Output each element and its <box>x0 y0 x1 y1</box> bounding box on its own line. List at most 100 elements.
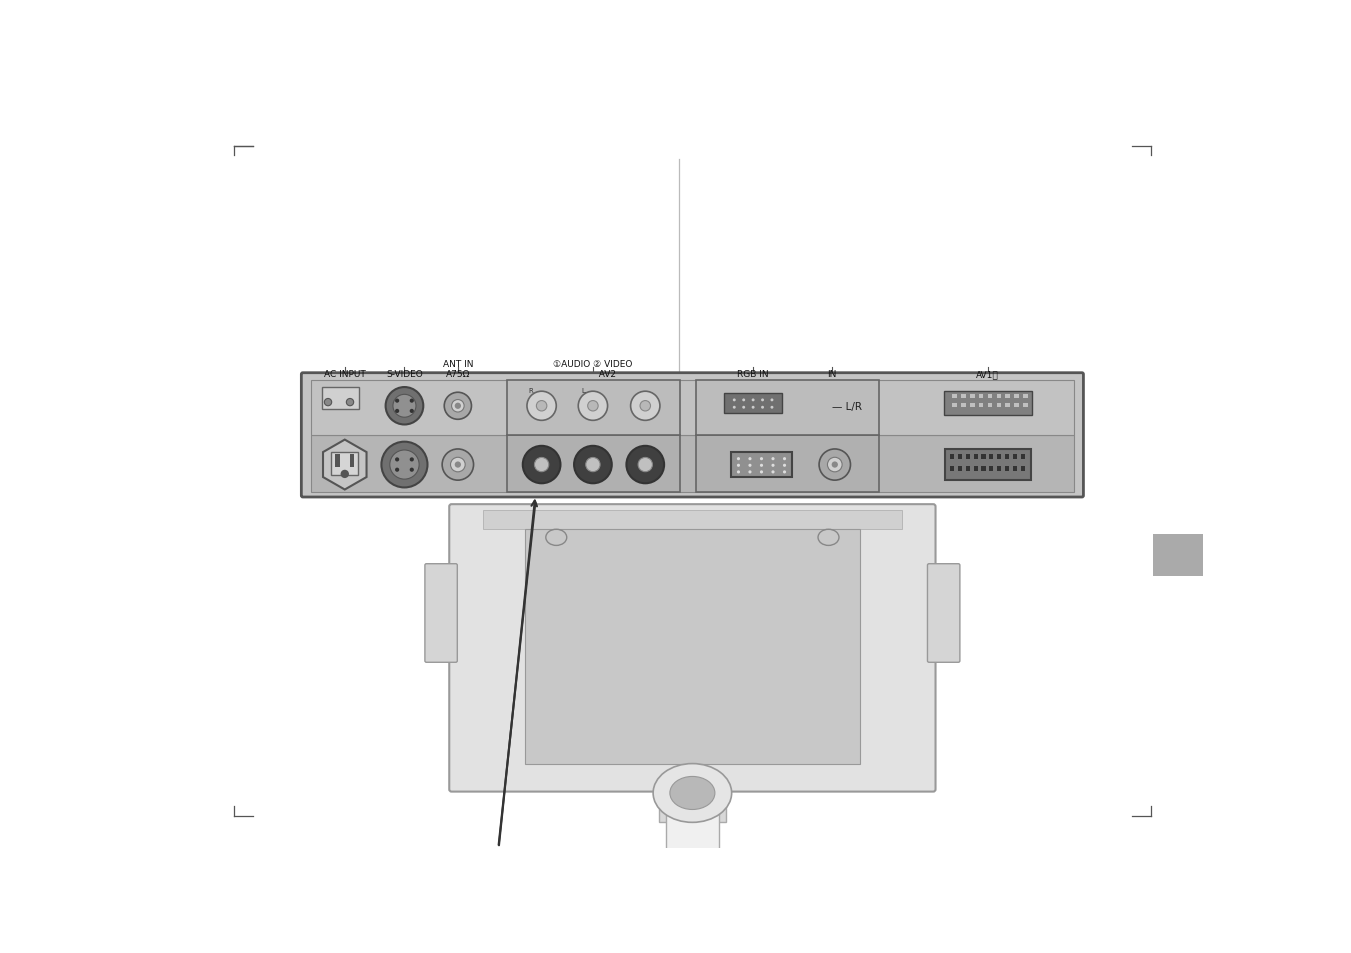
Bar <box>1023 395 1028 399</box>
Circle shape <box>732 406 736 409</box>
FancyBboxPatch shape <box>592 872 793 900</box>
Circle shape <box>771 471 774 474</box>
Bar <box>950 455 954 460</box>
Circle shape <box>736 471 740 474</box>
Circle shape <box>819 450 851 480</box>
Bar <box>997 467 1001 472</box>
Circle shape <box>761 399 765 402</box>
Ellipse shape <box>653 763 732 822</box>
Bar <box>952 395 957 399</box>
Circle shape <box>409 410 413 414</box>
Circle shape <box>742 406 746 409</box>
FancyBboxPatch shape <box>928 564 959 662</box>
Bar <box>524 529 861 763</box>
Bar <box>952 403 957 408</box>
Text: — L/R: — L/R <box>832 401 862 412</box>
Bar <box>988 395 993 399</box>
Bar <box>997 403 1001 408</box>
Circle shape <box>444 393 471 420</box>
Circle shape <box>759 471 763 474</box>
Text: S-VIDEO: S-VIDEO <box>386 370 423 378</box>
Circle shape <box>736 464 740 467</box>
Bar <box>974 467 978 472</box>
Bar <box>696 381 878 436</box>
Circle shape <box>409 468 413 473</box>
Bar <box>966 467 970 472</box>
Circle shape <box>784 471 786 474</box>
Circle shape <box>784 464 786 467</box>
Circle shape <box>409 457 413 462</box>
Bar <box>974 455 978 460</box>
Text: ①AUDIO ② VIDEO
          AV2: ①AUDIO ② VIDEO AV2 <box>553 359 632 378</box>
Ellipse shape <box>670 777 715 810</box>
Bar <box>666 812 719 874</box>
Circle shape <box>578 392 608 421</box>
Circle shape <box>748 464 751 467</box>
Bar <box>958 467 962 472</box>
Bar <box>731 453 792 477</box>
Bar <box>978 395 984 399</box>
Bar <box>1005 467 1009 472</box>
Bar <box>484 511 902 529</box>
Bar <box>997 395 1001 399</box>
Bar <box>1020 467 1025 472</box>
FancyBboxPatch shape <box>450 505 935 792</box>
Bar <box>981 455 985 460</box>
Circle shape <box>451 400 465 413</box>
Bar <box>350 455 354 467</box>
Circle shape <box>450 457 465 473</box>
Bar <box>970 403 974 408</box>
Circle shape <box>536 401 547 412</box>
Circle shape <box>346 399 354 406</box>
Circle shape <box>442 450 474 480</box>
Bar <box>724 394 782 414</box>
Circle shape <box>784 457 786 460</box>
Circle shape <box>394 399 399 403</box>
Bar <box>1013 467 1017 472</box>
Circle shape <box>385 388 423 425</box>
Circle shape <box>340 470 349 478</box>
Circle shape <box>381 442 427 488</box>
Circle shape <box>586 458 600 472</box>
Circle shape <box>455 462 461 468</box>
Circle shape <box>742 399 746 402</box>
Bar <box>944 450 1031 480</box>
Circle shape <box>535 458 549 472</box>
Circle shape <box>324 399 332 406</box>
Circle shape <box>394 410 399 414</box>
Bar <box>1015 395 1019 399</box>
Circle shape <box>394 457 399 462</box>
Circle shape <box>394 468 399 473</box>
Circle shape <box>638 458 653 472</box>
Circle shape <box>748 471 751 474</box>
Circle shape <box>832 462 838 468</box>
Bar <box>1013 455 1017 460</box>
Text: IN: IN <box>827 370 836 378</box>
Bar <box>659 782 725 822</box>
Circle shape <box>827 457 842 473</box>
Bar <box>958 455 962 460</box>
Bar <box>311 436 1074 493</box>
Bar <box>997 455 1001 460</box>
Bar <box>943 392 1032 416</box>
Bar <box>978 403 984 408</box>
Text: L: L <box>581 387 585 394</box>
Text: AV1⭘: AV1⭘ <box>977 370 998 378</box>
Bar <box>988 403 993 408</box>
Bar <box>1005 403 1011 408</box>
Bar <box>507 381 680 436</box>
Circle shape <box>771 464 774 467</box>
Text: R: R <box>528 387 534 394</box>
Circle shape <box>409 399 413 403</box>
Bar <box>1015 403 1019 408</box>
Bar <box>696 436 878 493</box>
Circle shape <box>527 392 557 421</box>
Circle shape <box>751 406 755 409</box>
Bar <box>335 455 339 467</box>
Circle shape <box>748 457 751 460</box>
FancyBboxPatch shape <box>301 374 1084 497</box>
Bar <box>989 455 993 460</box>
Circle shape <box>761 406 765 409</box>
Bar <box>322 388 359 410</box>
Bar <box>961 403 966 408</box>
